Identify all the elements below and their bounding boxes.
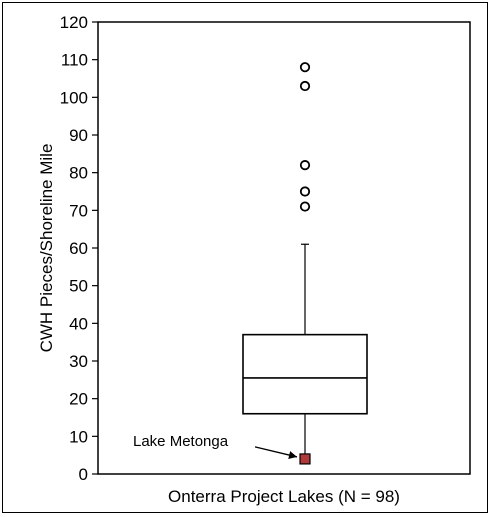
y-tick-label: 120	[60, 13, 88, 32]
y-tick-label: 20	[69, 390, 88, 409]
y-axis-ticks: 0 10 20 30 40 50 60 70 80 90 100 110 120	[60, 13, 98, 484]
highlight-group: Lake Metonga	[133, 433, 311, 465]
y-tick-label: 80	[69, 164, 88, 183]
y-tick-label: 110	[61, 51, 88, 70]
y-tick-label: 40	[69, 314, 88, 333]
x-axis-label: Onterra Project Lakes (N = 98)	[168, 487, 400, 506]
outlier-point	[299, 80, 311, 92]
interquartile-box	[242, 333, 368, 415]
y-tick-label: 0	[79, 465, 88, 484]
lake-metonga-marker	[299, 453, 311, 465]
annotation-arrow-head	[288, 451, 297, 459]
y-tick-label: 60	[69, 239, 88, 258]
outlier-point	[299, 160, 311, 171]
outlier-points	[299, 62, 311, 212]
y-tick-label: 30	[69, 352, 88, 371]
outlier-point	[299, 62, 311, 73]
y-tick-label: 90	[69, 126, 88, 145]
y-axis-label: CWH Pieces/Shoreline Mile	[37, 144, 56, 353]
y-tick-label: 100	[60, 88, 88, 107]
y-tick-label: 70	[69, 201, 88, 220]
lake-metonga-label: Lake Metonga	[133, 433, 229, 450]
outlier-point	[299, 201, 311, 212]
figure-frame	[2, 2, 488, 513]
box-plot	[242, 243, 368, 463]
y-tick-label: 50	[69, 277, 88, 296]
y-tick-label: 10	[69, 427, 88, 446]
outlier-point	[299, 186, 311, 197]
